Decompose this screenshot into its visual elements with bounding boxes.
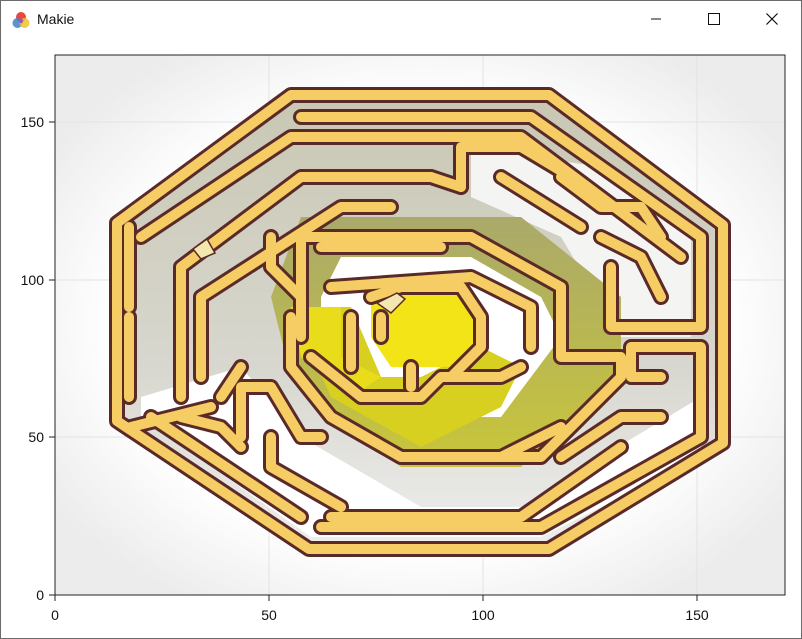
window-title: Makie: [37, 11, 75, 27]
x-tick-label: 150: [685, 607, 709, 623]
close-button[interactable]: [743, 1, 801, 37]
figure-canvas[interactable]: 0 50 100 150 0 50 100 150: [1, 37, 801, 638]
title-bar[interactable]: Makie: [1, 1, 801, 37]
minimize-button[interactable]: [627, 1, 685, 37]
x-tick-label: 0: [51, 607, 59, 623]
axis-plot[interactable]: 0 50 100 150 0 50 100 150: [1, 37, 801, 638]
y-tick-label: 100: [21, 272, 45, 288]
y-tick-label: 0: [36, 587, 44, 603]
maximize-button[interactable]: [685, 1, 743, 37]
maximize-icon: [708, 13, 720, 25]
makie-logo-icon: [12, 12, 30, 28]
plot-frame: [54, 54, 786, 596]
tick-marks: [49, 121, 698, 601]
y-tick-label: 150: [21, 114, 45, 130]
y-tick-label: 50: [28, 429, 44, 445]
minimize-icon: [651, 18, 661, 20]
maze-walls: [109, 87, 731, 557]
x-tick-label: 50: [261, 607, 277, 623]
close-icon: [766, 13, 778, 25]
maze-image: [109, 87, 731, 557]
x-tick-label: 100: [471, 607, 495, 623]
